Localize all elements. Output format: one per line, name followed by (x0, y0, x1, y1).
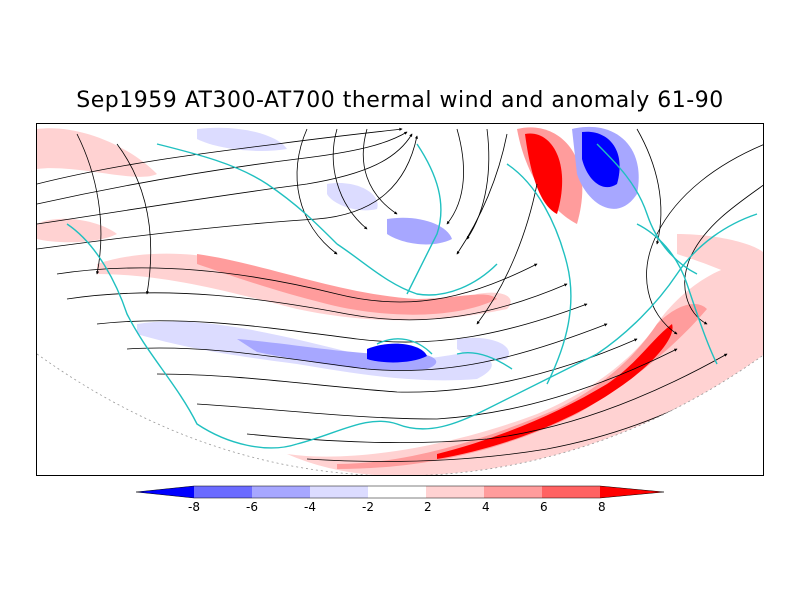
colorbar-label: 2 (424, 500, 432, 514)
colorbar-label: 6 (540, 500, 548, 514)
colorbar-swatch (542, 486, 600, 498)
colorbar-swatch (426, 486, 484, 498)
negative-anomaly-region (197, 127, 287, 151)
colorbar-max-triangle (600, 486, 664, 498)
positive-anomaly-region (197, 254, 497, 315)
coastline-outlines (66, 143, 758, 449)
colorbar-swatch (368, 486, 426, 498)
colorbar-label: -4 (304, 500, 316, 514)
colorbar-swatch (194, 486, 252, 498)
negative-anomaly-region (457, 337, 509, 361)
map-panel (36, 123, 764, 476)
anomaly-shading (37, 126, 763, 475)
negative-anomaly-region (387, 217, 452, 245)
colorbar-swatches (136, 485, 664, 499)
negative-anomaly-region (327, 183, 378, 211)
colorbar-swatch (252, 486, 310, 498)
colorbar-label: -6 (246, 500, 258, 514)
negative-anomaly-region (367, 343, 427, 363)
positive-anomaly-region (37, 128, 157, 177)
colorbar-label: 8 (598, 500, 606, 514)
negative-anomaly-region (582, 131, 620, 188)
positive-anomaly-region (525, 133, 563, 214)
map-title: Sep1959 AT300-AT700 thermal wind and ano… (76, 88, 724, 113)
colorbar-swatch (310, 486, 368, 498)
thermal-wind-map (37, 126, 763, 475)
colorbar-label: -8 (188, 500, 200, 514)
colorbar-min-triangle (136, 486, 194, 498)
colorbar-label: -2 (362, 500, 374, 514)
colorbar-swatch (484, 486, 542, 498)
positive-anomaly-region (37, 218, 117, 243)
colorbar-label: 4 (482, 500, 490, 514)
negative-anomaly-region (237, 339, 437, 371)
